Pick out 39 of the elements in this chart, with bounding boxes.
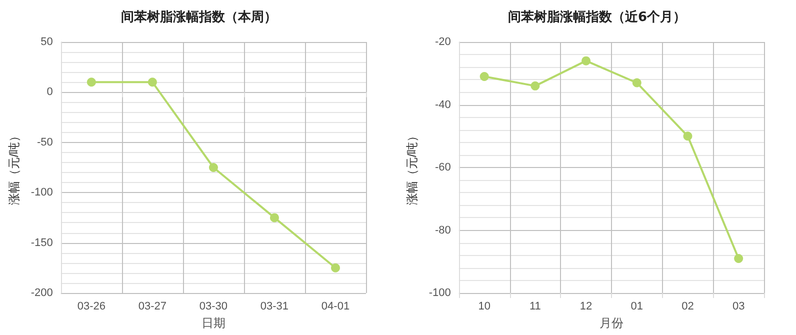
x-tick-label: 10: [478, 300, 490, 312]
y-axis-title: 涨幅（元/吨）: [405, 130, 419, 206]
x-tick-label: 02: [682, 300, 694, 312]
point: [331, 263, 340, 272]
y-tick-label: -150: [30, 236, 53, 249]
y-tick-label: -50: [37, 136, 53, 148]
y-tick-label: 50: [40, 36, 53, 48]
point: [683, 132, 692, 141]
point: [148, 78, 157, 87]
point: [208, 163, 218, 172]
x-axis-title: 日期: [201, 316, 226, 330]
y-tick-label: -40: [435, 98, 451, 111]
y-tick-label: -200: [30, 287, 53, 299]
x-axis-title: 月份: [599, 316, 624, 330]
x-tick-label: 03-26: [77, 300, 106, 312]
y-tick-label: -20: [435, 36, 451, 48]
x-tick-label: 11: [529, 300, 541, 312]
y-tick-label: -100: [428, 287, 451, 299]
x-tick-label: 03-30: [199, 300, 228, 312]
x-tick-label: 12: [580, 300, 592, 312]
point: [86, 78, 96, 87]
point: [530, 81, 540, 90]
x-tick-label: 01: [630, 300, 644, 312]
point: [480, 72, 489, 82]
chart-title: 间苯树脂涨幅指数（本周）: [121, 10, 277, 25]
y-tick-label: -100: [30, 186, 53, 199]
x-tick-label: 03: [732, 300, 745, 312]
chart-title: 间苯树脂涨幅指数（近6个月）: [508, 9, 686, 25]
point: [734, 254, 744, 263]
y-tick-label: -80: [435, 224, 451, 236]
y-tick-label: 0: [46, 86, 53, 98]
y-axis-title: 涨幅（元/吨）: [7, 130, 21, 206]
point: [270, 213, 279, 222]
x-tick-label: 04-01: [321, 300, 350, 312]
x-tick-label: 03-27: [138, 300, 167, 312]
y-tick-label: -60: [435, 162, 451, 174]
x-tick-label: 03-31: [260, 300, 289, 312]
point: [632, 78, 642, 88]
point: [582, 56, 591, 66]
